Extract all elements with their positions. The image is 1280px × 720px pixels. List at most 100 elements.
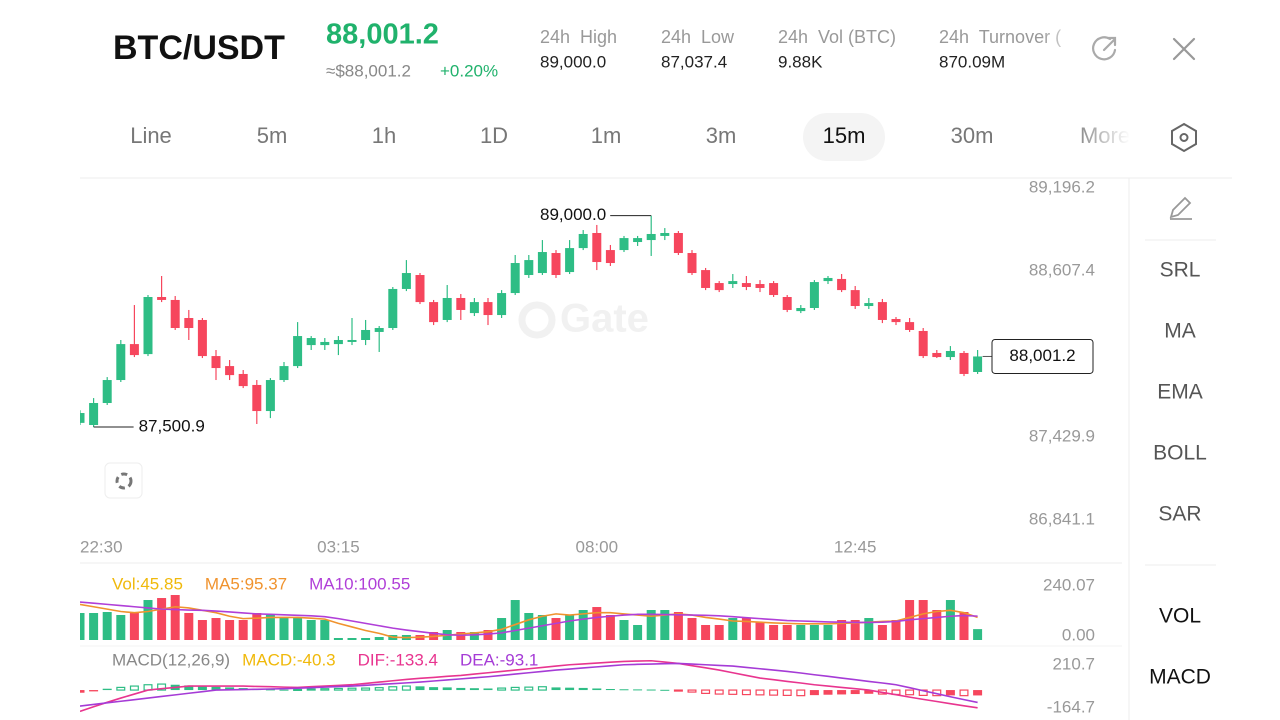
- y-tick-label: -164.7: [1047, 697, 1095, 716]
- y-tick-label: 89,196.2: [1029, 177, 1095, 196]
- volume-bar: [293, 618, 303, 640]
- candle-body: [89, 403, 99, 425]
- macd-bar: [660, 689, 670, 691]
- candle-body: [782, 296, 792, 310]
- macd-bar: [769, 689, 779, 696]
- candle-body: [279, 366, 289, 381]
- macd-bar: [116, 686, 126, 691]
- candle-body: [877, 302, 887, 320]
- candle-body: [184, 318, 194, 329]
- macd-bar: [401, 685, 411, 691]
- volume-bar: [673, 612, 683, 640]
- volume-bar: [633, 624, 643, 640]
- volume-bar: [80, 613, 85, 640]
- drawing-toggle[interactable]: [104, 462, 143, 499]
- macd-bar: [442, 687, 452, 691]
- settings-button[interactable]: [1171, 122, 1197, 153]
- tool-button[interactable]: SAR: [1158, 503, 1201, 526]
- candle-body: [361, 329, 371, 340]
- macd-bar: [809, 690, 819, 696]
- candle-body: [755, 284, 765, 288]
- candle-body: [728, 281, 738, 285]
- tab[interactable]: 3m: [706, 123, 737, 148]
- macd-bar: [510, 686, 520, 691]
- tab[interactable]: 1h: [372, 123, 396, 148]
- macd-bar: [429, 687, 439, 691]
- volume-bar: [809, 624, 819, 640]
- volume-bar: [932, 610, 942, 640]
- candle-body: [333, 339, 343, 345]
- candle-body: [388, 288, 398, 329]
- y-tick-label: 0.00: [1062, 625, 1095, 644]
- volume-bar: [252, 613, 262, 640]
- macd-bar: [633, 689, 643, 691]
- pair-name: BTC/USDT: [113, 29, 285, 67]
- candle-body: [211, 356, 221, 369]
- macd-bar: [197, 686, 207, 691]
- tool-button[interactable]: EMA: [1157, 381, 1203, 404]
- candle-body: [524, 260, 534, 276]
- candle-body: [143, 296, 153, 355]
- macd-bar: [823, 690, 833, 695]
- macd-bar: [80, 690, 85, 693]
- price-change: +0.20%: [440, 61, 498, 80]
- volume-bar: [347, 638, 357, 640]
- tool-button[interactable]: SRL: [1160, 259, 1201, 282]
- active-tab-bg: [803, 113, 885, 161]
- volume-bar: [306, 620, 316, 640]
- tab[interactable]: 30m: [951, 123, 994, 148]
- macd-bar: [551, 687, 561, 691]
- volume-bar: [891, 620, 901, 640]
- candle-body: [891, 318, 901, 323]
- candle-body: [415, 275, 425, 303]
- candle-body: [796, 307, 806, 312]
- macd-bar: [293, 688, 303, 691]
- macd-bar: [456, 687, 466, 691]
- tab[interactable]: 1m: [591, 123, 622, 148]
- tool-button[interactable]: MA: [1164, 320, 1196, 343]
- tab[interactable]: Line: [130, 123, 172, 148]
- candle-body: [918, 330, 928, 357]
- stat-value: 87,037.4: [661, 52, 727, 71]
- volume-bar: [782, 624, 792, 640]
- stat-value: 9.88K: [778, 52, 823, 71]
- legend-entry: MACD:-40.3: [242, 650, 336, 669]
- fade: [1040, 20, 1085, 75]
- macd-bar: [755, 689, 765, 696]
- stat-label: 24h Low: [661, 27, 735, 47]
- candle-body: [347, 339, 357, 342]
- macd-bar: [646, 689, 656, 691]
- low-label: 87,500.9: [139, 416, 205, 435]
- candle-body: [673, 232, 683, 254]
- candle-body: [959, 352, 969, 374]
- close-button[interactable]: [1172, 37, 1196, 61]
- candle-body: [197, 319, 207, 357]
- watermark: Gate: [560, 297, 649, 341]
- macd-bar: [469, 688, 479, 691]
- candle-body: [537, 252, 547, 274]
- tab[interactable]: 15m: [823, 123, 866, 148]
- share-arrow: [1102, 36, 1117, 52]
- last-price-box: [991, 338, 1094, 374]
- tab[interactable]: 5m: [257, 123, 288, 148]
- volume-bar: [687, 618, 697, 640]
- share-button[interactable]: [1092, 36, 1117, 61]
- volume-bar: [837, 620, 847, 640]
- volume-bar: [129, 613, 139, 640]
- y-tick-label: 86,841.1: [1029, 509, 1095, 528]
- macd-bar: [945, 690, 955, 696]
- macd-bar: [388, 686, 398, 691]
- indicator-line: [80, 601, 978, 637]
- timeframe-tabs: Line5m1h1D1m3m15m30mMore: [130, 113, 1130, 161]
- volume-bar: [238, 620, 248, 640]
- tool-button[interactable]: BOLL: [1153, 442, 1207, 465]
- settings-icon-dot: [1179, 133, 1189, 142]
- macd-bar: [184, 685, 194, 691]
- tab[interactable]: 1D: [480, 123, 508, 148]
- candle-body: [320, 341, 330, 346]
- indicator-button[interactable]: VOL: [1159, 605, 1201, 628]
- macd-bar: [374, 687, 384, 691]
- draw-tool-button[interactable]: [1169, 196, 1192, 220]
- x-tick-label: 08:00: [576, 537, 619, 556]
- indicator-button[interactable]: MACD: [1149, 666, 1211, 689]
